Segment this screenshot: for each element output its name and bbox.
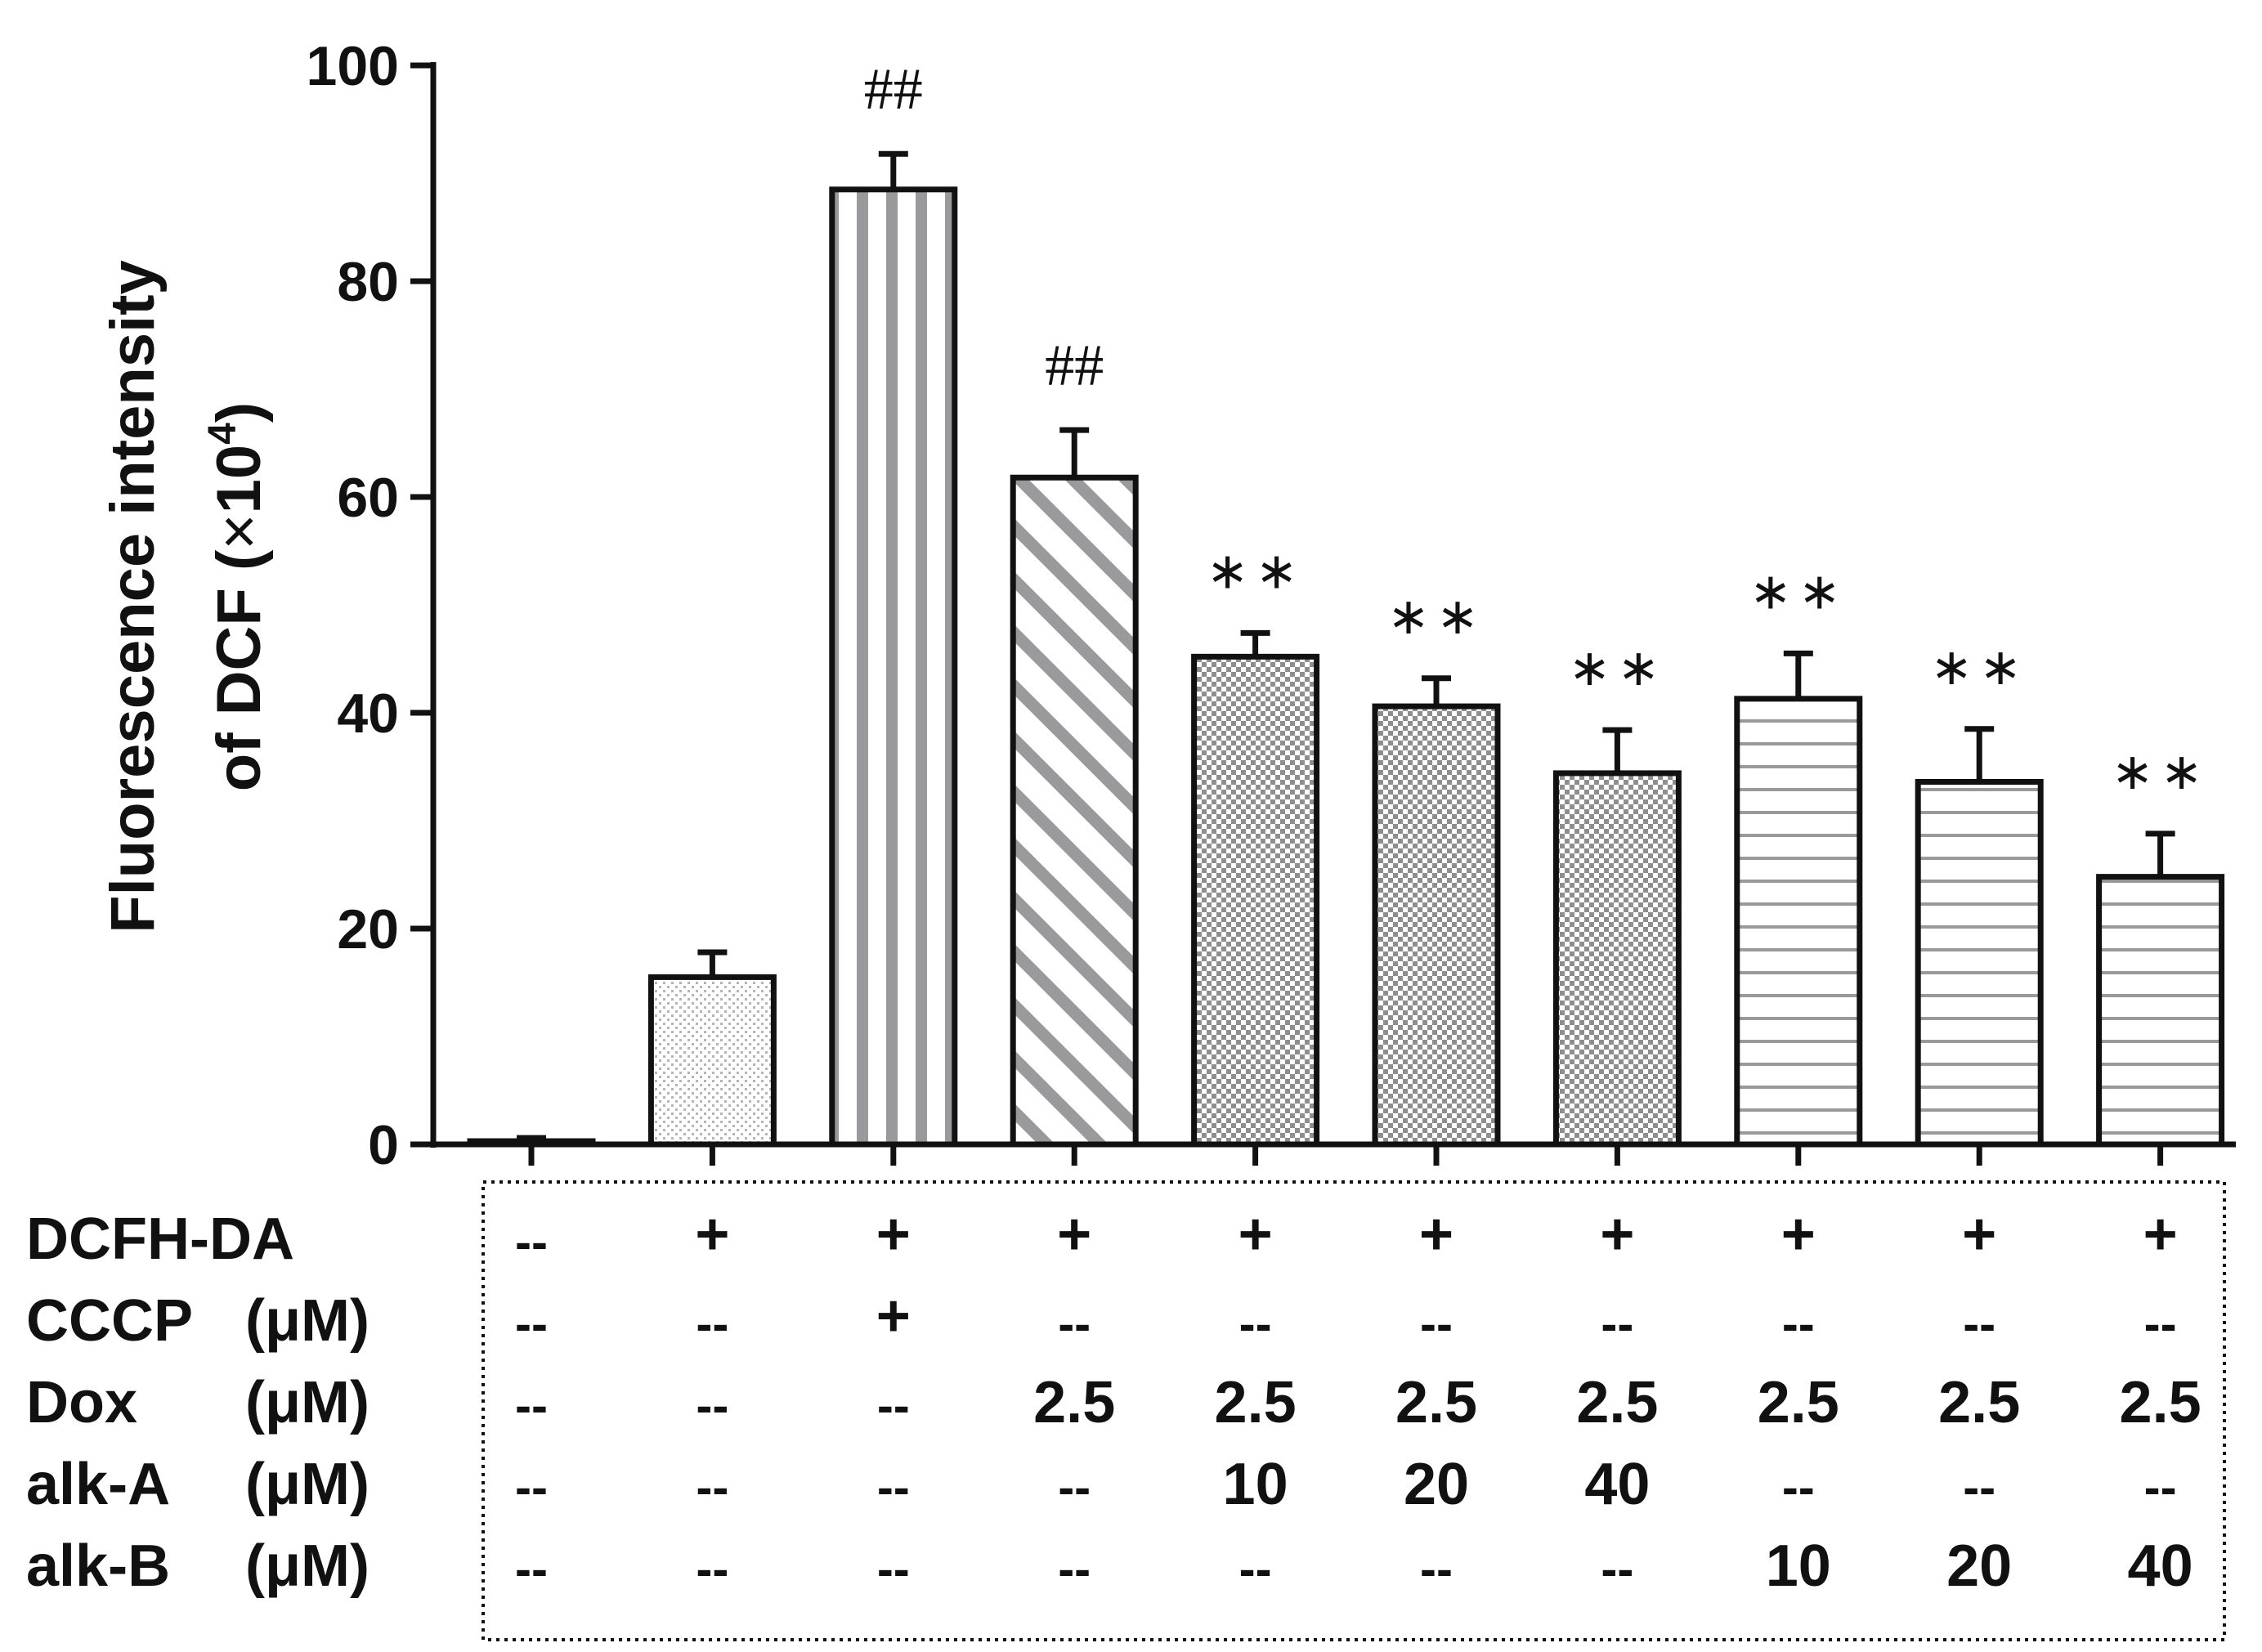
table-cell: -- — [696, 1542, 728, 1596]
table-cell: -- — [1782, 1460, 1815, 1515]
bar — [829, 186, 958, 1148]
significance-star-label: ∗∗ — [1568, 638, 1666, 697]
y-tick-label: 20 — [337, 898, 399, 960]
table-row-label: alk-A — [26, 1452, 170, 1517]
table-cell: -- — [1782, 1296, 1815, 1351]
table-cell: -- — [1420, 1296, 1453, 1351]
y-axis-title-times: × — [204, 513, 274, 549]
bar — [1010, 474, 1139, 1148]
table-cell: + — [2143, 1202, 2178, 1267]
table-row-label: alk-B — [26, 1533, 170, 1599]
significance-hash-label: ## — [1045, 333, 1104, 398]
y-axis-title-suffix: ) — [204, 402, 274, 423]
significance-star-label: ∗∗ — [1387, 586, 1485, 646]
y-axis-ticks: 0 20 40 60 80 100 — [307, 35, 433, 1176]
table-cell: -- — [515, 1296, 548, 1351]
y-tick-label: 60 — [337, 467, 399, 529]
table-cell: -- — [696, 1296, 728, 1351]
table-cell: 2.5 — [1395, 1370, 1477, 1435]
table-cell: -- — [1058, 1296, 1091, 1351]
x-axis-ticks — [528, 1144, 2164, 1166]
table-cell: 10 — [1766, 1533, 1831, 1599]
table-cell: -- — [515, 1378, 548, 1433]
table-row-unit: (μM) — [245, 1288, 370, 1354]
table-cell: 2.5 — [1758, 1370, 1839, 1435]
table-cell: -- — [1601, 1296, 1633, 1351]
significance-star-label: ∗∗ — [1207, 540, 1305, 600]
y-axis-title-prefix: of DCF ( — [204, 549, 274, 791]
bar — [1552, 770, 1682, 1148]
table-cell: + — [1419, 1202, 1454, 1267]
table-cell: + — [1781, 1202, 1816, 1267]
table-cell: 20 — [1946, 1533, 2012, 1599]
table-cell: 2.5 — [1033, 1370, 1115, 1435]
table-row-label: CCCP — [26, 1288, 193, 1354]
table-cell: + — [1239, 1202, 1273, 1267]
table-cell: -- — [515, 1215, 548, 1269]
table-cell: -- — [1239, 1296, 1272, 1351]
y-tick-label: 40 — [337, 683, 399, 745]
table-row-unit: (μM) — [245, 1370, 370, 1435]
significance-hash-label: ## — [864, 56, 923, 122]
table-cell: -- — [696, 1378, 728, 1433]
table-cell: -- — [1239, 1542, 1272, 1596]
bars: ## ## ∗∗ ∗∗ ∗∗ ∗∗ ∗∗ ∗∗ — [467, 56, 2225, 1148]
table-cell: -- — [2144, 1296, 2177, 1351]
significance-star-label: ∗∗ — [1749, 561, 1848, 620]
table-cell: -- — [515, 1460, 548, 1515]
table-cell: 2.5 — [1215, 1370, 1297, 1435]
table-cell: -- — [515, 1542, 548, 1596]
y-tick-label: 80 — [337, 251, 399, 313]
significance-star-label: ∗∗ — [1930, 637, 2028, 696]
bar — [1734, 696, 1863, 1148]
table-cell: -- — [1420, 1542, 1453, 1596]
table-cell: -- — [1963, 1460, 1995, 1515]
table-cell: + — [1600, 1202, 1634, 1267]
table-cell: -- — [1963, 1296, 1995, 1351]
bar — [1191, 653, 1320, 1148]
condition-table: DCFH-DA -- + + + + + + + + + CCCP (μM) -- -- + -- -- -- -- -… — [26, 1202, 2202, 1599]
table-cell: 10 — [1223, 1452, 1288, 1517]
table-cell: -- — [1601, 1542, 1633, 1596]
y-axis-title-base: 10 — [204, 445, 274, 514]
significance-star-label: ∗∗ — [2112, 741, 2210, 801]
table-cell: 2.5 — [1938, 1370, 2020, 1435]
bar — [1372, 703, 1501, 1148]
bar — [647, 974, 777, 1148]
table-cell: 2.5 — [2120, 1370, 2202, 1435]
table-cell: -- — [696, 1460, 728, 1515]
table-cell: -- — [877, 1542, 910, 1596]
y-axis-title-line1: Fluorescence intensity — [98, 260, 168, 933]
table-cell: -- — [877, 1460, 910, 1515]
table-cell: 20 — [1404, 1452, 1469, 1517]
table-cell: 40 — [1584, 1452, 1650, 1517]
table-cell: + — [1057, 1202, 1091, 1267]
table-cell: + — [695, 1202, 729, 1267]
bar — [2096, 874, 2225, 1148]
table-cell: + — [876, 1283, 911, 1349]
table-cell: 40 — [2128, 1533, 2193, 1599]
y-axis-title-exponent: 4 — [201, 423, 244, 445]
bar — [1915, 778, 2044, 1148]
table-cell: -- — [1058, 1542, 1091, 1596]
table-row-unit: (μM) — [245, 1533, 370, 1599]
table-cell: + — [876, 1202, 911, 1267]
table-cell: -- — [877, 1378, 910, 1433]
table-row-label: Dox — [26, 1370, 137, 1435]
table-row-label: DCFH-DA — [26, 1207, 294, 1272]
table-row-unit: (μM) — [245, 1452, 370, 1517]
table-cell: -- — [1058, 1460, 1091, 1515]
y-tick-label: 0 — [368, 1114, 399, 1176]
table-cell: -- — [2144, 1460, 2177, 1515]
table-cell: 2.5 — [1576, 1370, 1658, 1435]
condition-table-frame — [482, 1180, 2226, 1641]
y-tick-label: 100 — [307, 35, 399, 97]
table-cell: + — [1962, 1202, 1996, 1267]
y-axis-title-line2: of DCF (×104) — [201, 402, 274, 791]
